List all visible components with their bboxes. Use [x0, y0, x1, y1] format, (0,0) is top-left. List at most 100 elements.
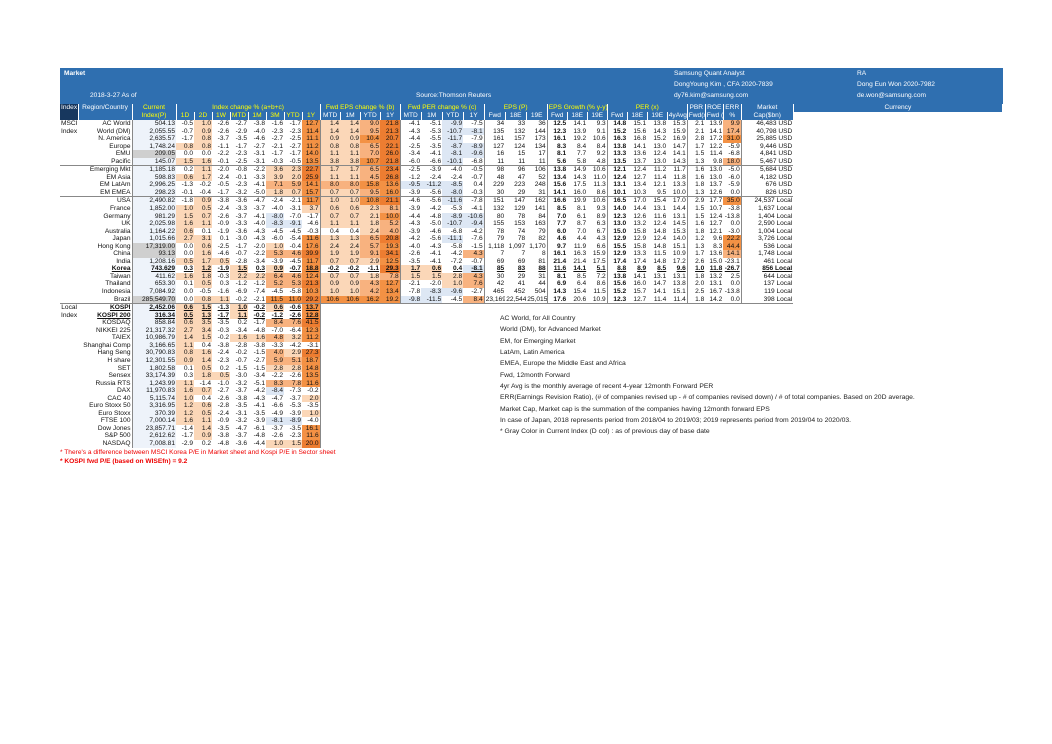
data-cell: -3.1 [253, 150, 265, 158]
data-cell: 644 Local [763, 272, 793, 280]
data-cell: -3.6 [235, 227, 247, 235]
data-cell: 23,857.71 [132, 424, 176, 433]
data-cell: 0.0 [183, 288, 193, 296]
empty-cell [340, 349, 360, 357]
empty-cell [380, 395, 400, 403]
data-cell: 7 [521, 250, 526, 258]
data-cell: -3.7 [235, 387, 247, 395]
index-group-label [60, 395, 78, 403]
data-cell: 13.8 [653, 120, 667, 127]
empty-cell [360, 357, 380, 365]
data-cell: 1.0 [176, 205, 194, 213]
table-row: Indonesia 7,084.92 0.0 -0.5 -1.6 -6.9 -7.4 -4.5… [60, 288, 1003, 296]
data-cell: -2.7 [271, 135, 283, 143]
data-cell: -2.5 [289, 135, 301, 143]
data-cell: 1.5 [421, 272, 443, 281]
note-line: EMEA, Europe the Middle East and Africa [500, 360, 626, 368]
data-cell: -1.7 [302, 212, 321, 221]
empty-cell [421, 312, 442, 320]
data-cell: 0.7 [320, 212, 341, 221]
column-subheader [60, 112, 79, 120]
data-cell: -10.1 [442, 157, 464, 166]
empty-cell [607, 440, 627, 448]
data-cell: 14.8 [653, 227, 667, 235]
empty-cell [340, 425, 360, 433]
data-cell: 18.8 [302, 265, 321, 273]
data-cell: 0.5 [194, 364, 212, 373]
region-name: France [78, 205, 133, 213]
note-line: ERR(Earnings Revision Ratio), (# of comp… [500, 394, 915, 402]
data-cell: 2,612.62 [132, 432, 176, 440]
data-cell: 3.2 [284, 334, 302, 342]
data-cell: 15.7 [633, 288, 647, 296]
data-cell: 12.4 [653, 220, 667, 228]
data-cell: 26.0 [380, 150, 401, 158]
data-cell: 8.1 [557, 272, 567, 280]
data-cell: 1.5 [176, 157, 194, 166]
data-cell: 1.6 [695, 220, 705, 228]
data-cell: 536 Local [763, 242, 793, 250]
data-cell: -3.0 [723, 227, 742, 236]
column-header: Index change % (a+b+c) [176, 104, 321, 112]
data-cell: 10.6 [587, 196, 608, 206]
data-cell: 17.7 [705, 196, 724, 206]
data-cell: -8.3 [266, 220, 284, 228]
data-cell: -26.7 [723, 265, 742, 273]
column-subheader: 1M [248, 112, 267, 120]
data-cell: 74 [517, 227, 526, 235]
data-cell: 13.1 [667, 272, 688, 281]
data-cell: 13.3 [633, 250, 647, 258]
column-subheader: 1M [340, 112, 361, 120]
data-cell: 2.2 [248, 272, 266, 281]
region-name: S&P 500 [78, 432, 133, 440]
analyst-email[interactable]: dy76.kim@samsung.com [674, 92, 749, 99]
table-row: TAIEX 10,986.79 1.4 1.5 -0.2 1.6 1.6 4.8 3.2 11.2 [60, 334, 1003, 342]
data-cell: 9.1 [587, 127, 608, 136]
data-cell: 12.5 [380, 257, 401, 266]
data-cell: 0.1 [183, 364, 193, 372]
data-cell: 12.9 [613, 235, 627, 243]
empty-cell [442, 387, 463, 395]
data-cell: 0.7 [284, 188, 302, 197]
index-group-label [60, 158, 78, 166]
data-cell: 153 [514, 220, 526, 228]
data-cell: -3.1 [289, 205, 301, 213]
empty-cell [463, 395, 484, 403]
data-cell: 79 [496, 235, 505, 243]
empty-cell [320, 432, 340, 440]
data-cell: -6.0 [271, 235, 283, 243]
empty-cell [505, 440, 526, 448]
empty-cell [587, 440, 607, 448]
empty-cell [360, 372, 380, 380]
empty-cell [340, 342, 360, 350]
data-cell: 12.1 [653, 181, 667, 189]
data-cell: 0.5 [176, 257, 194, 266]
data-cell: 0.3 [219, 280, 229, 288]
data-cell: 0.7 [194, 387, 212, 395]
data-cell: 15.4 [573, 288, 587, 296]
data-cell: -3.3 [235, 205, 247, 213]
data-cell: 30 [496, 272, 505, 280]
data-cell: -2.6 [271, 432, 283, 440]
data-cell: 1.3 [695, 157, 705, 165]
data-cell: 14.7 [667, 142, 688, 151]
empty-cell [442, 410, 463, 418]
data-cell: -3.6 [235, 439, 247, 447]
data-cell: 398 Local [763, 295, 793, 303]
data-cell: 15.9 [587, 250, 608, 258]
ra-email[interactable]: de.won@samsung.com [857, 92, 926, 99]
data-cell: 13.2 [709, 272, 723, 280]
empty-cell [380, 342, 400, 350]
data-cell: -5.5 [429, 135, 442, 143]
data-cell: 0.3 [183, 372, 193, 380]
region-name: Korea [78, 265, 133, 273]
data-cell: -1.7 [271, 150, 283, 158]
data-cell: 47 [517, 173, 526, 181]
empty-cell [380, 365, 400, 373]
data-cell: -0.7 [289, 265, 301, 273]
data-cell: 1.8 [695, 181, 705, 189]
empty-cell [442, 432, 463, 440]
region-name: EMU [78, 150, 133, 158]
data-cell: -4.4 [408, 135, 421, 143]
data-cell: -3.5 [289, 424, 301, 432]
